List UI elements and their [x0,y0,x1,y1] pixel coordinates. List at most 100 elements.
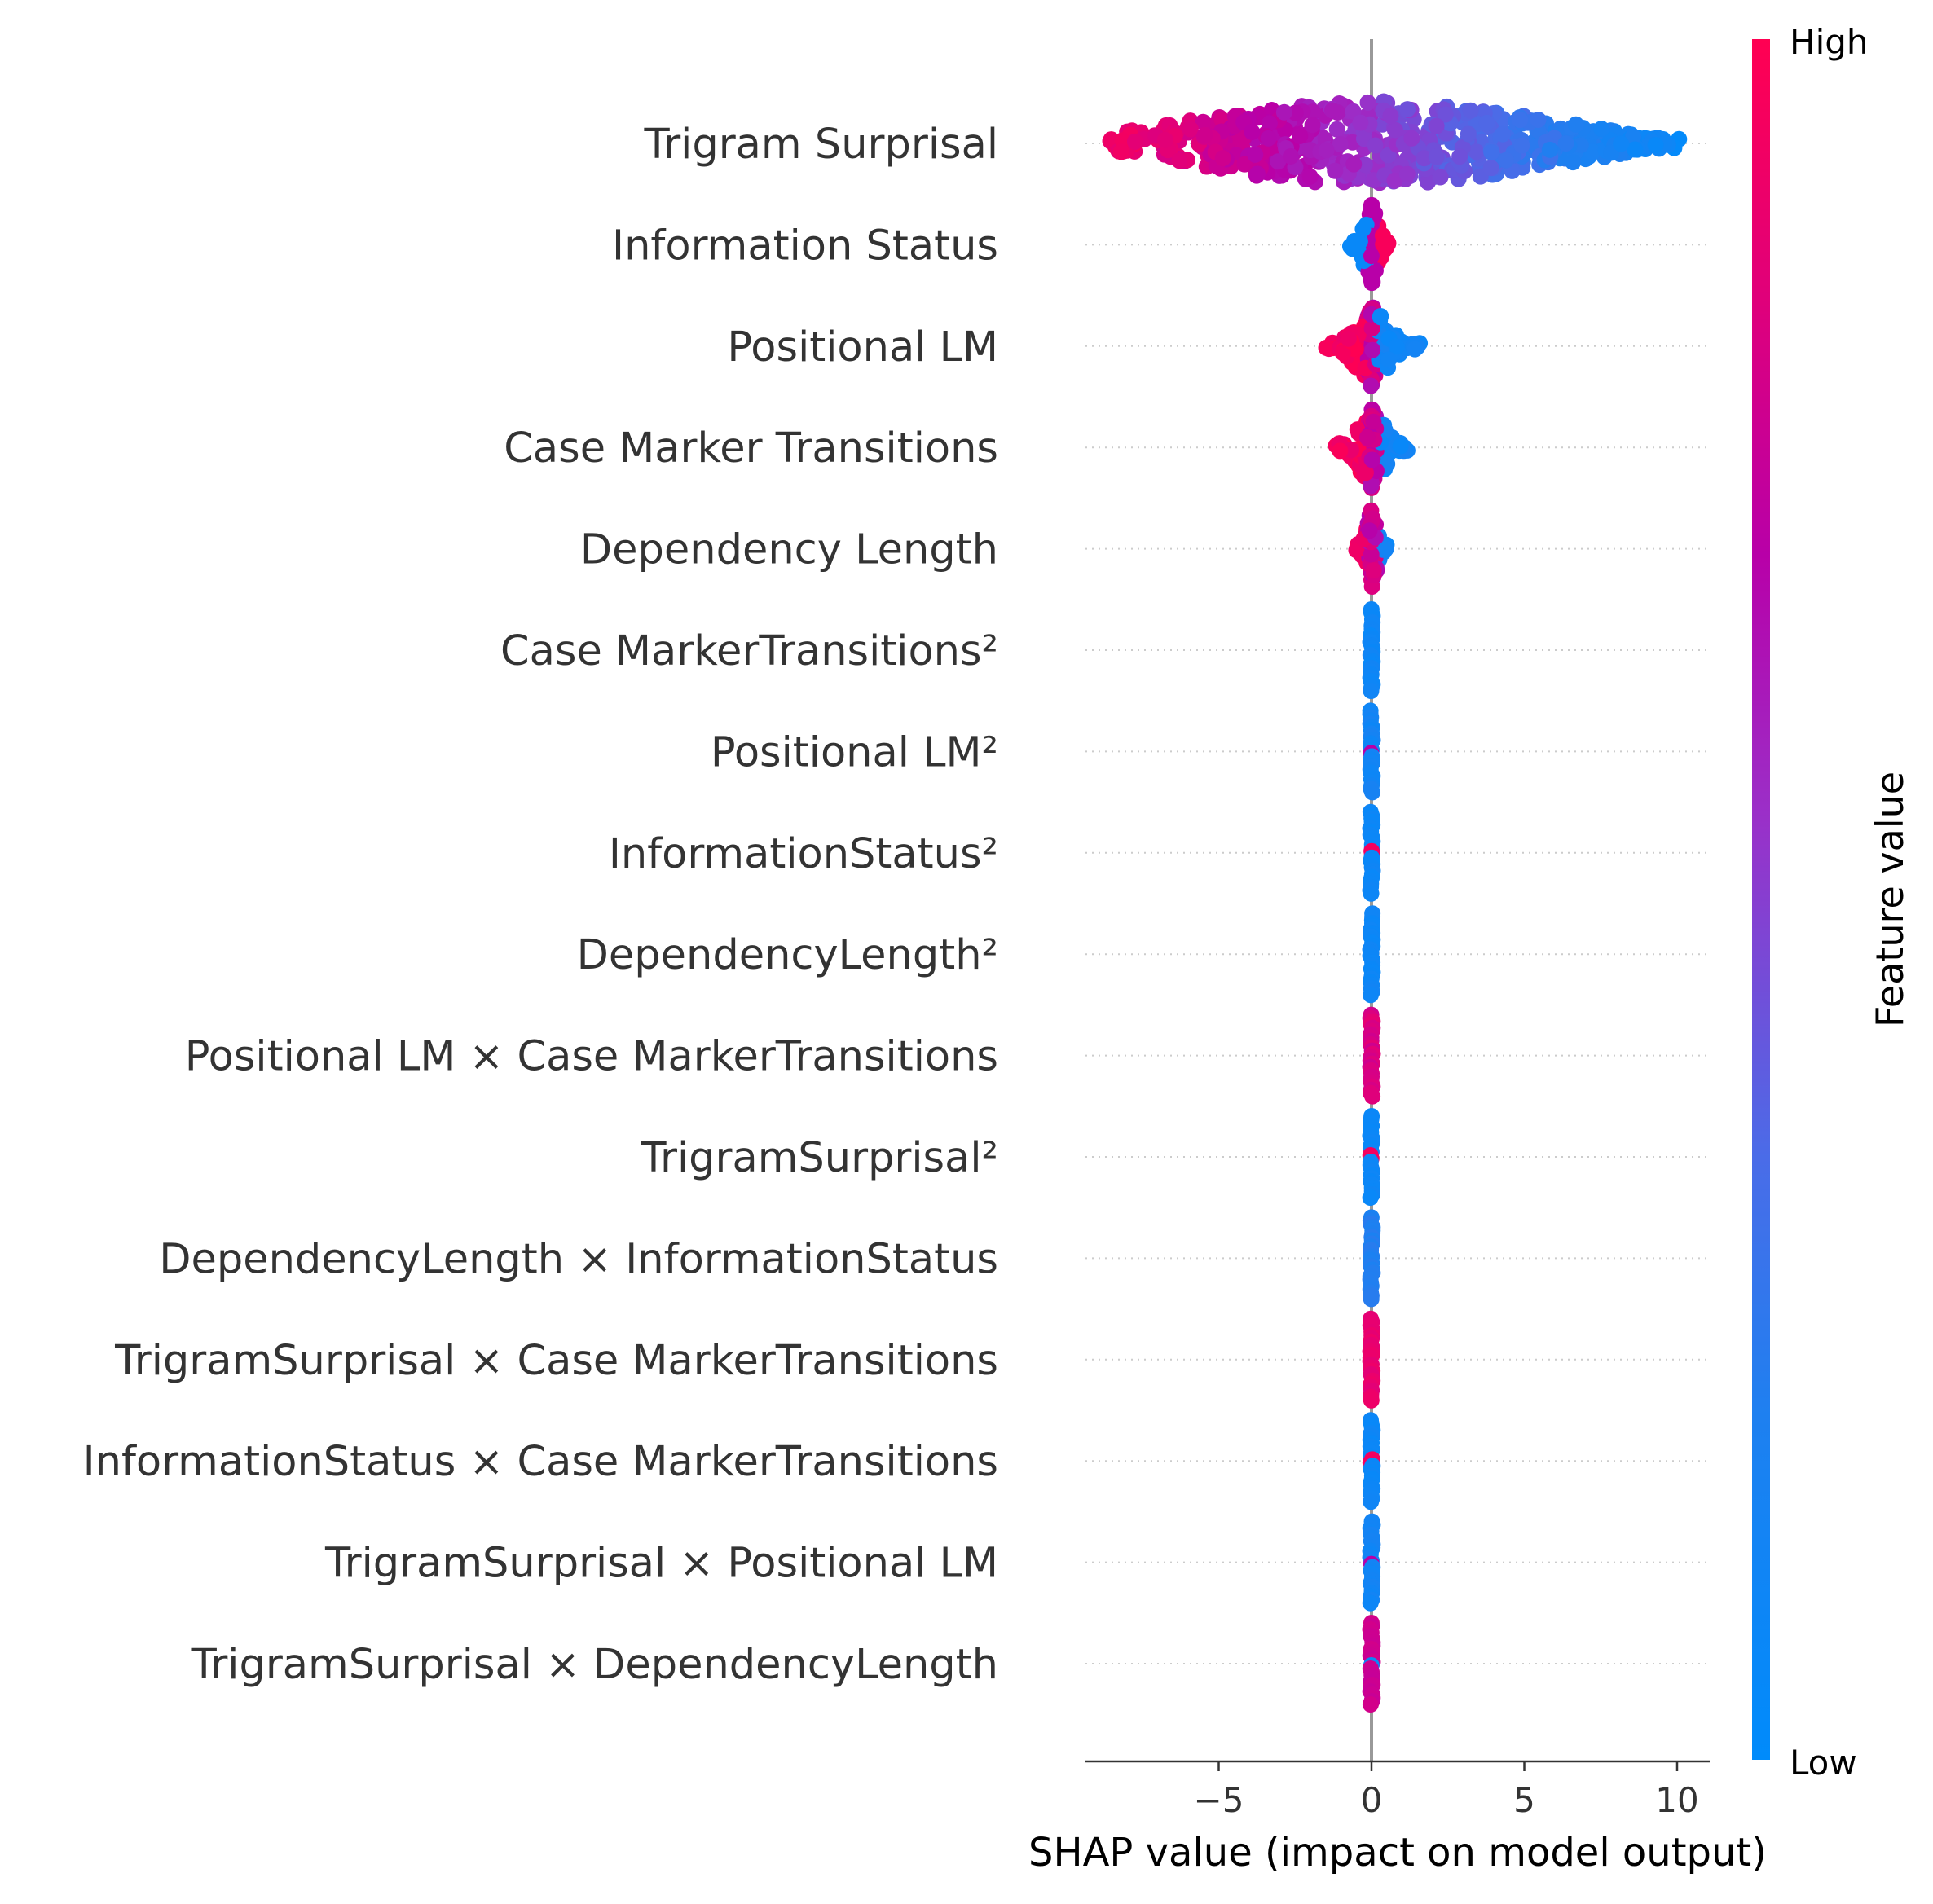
feature-row-points [1362,803,1381,902]
shap-point [1351,233,1368,250]
shap-point [1365,413,1382,430]
shap-point [1416,150,1433,167]
feature-label: DependencyLength × InformationStatus [159,1235,998,1283]
shap-point [1362,1696,1379,1713]
shap-point [1565,154,1582,171]
feature-label: Case MarkerTransitions² [500,627,998,675]
shap-point [1357,464,1374,481]
shap-point [1420,174,1437,191]
row-gridlines [1085,143,1710,1664]
shap-point [1112,143,1129,160]
shap-point [1363,1493,1380,1510]
shap-point [1340,330,1357,347]
shap-point [1301,168,1319,185]
shap-point [1327,162,1344,179]
feature-row-points [1362,1006,1381,1105]
colorbar-low-label: Low [1790,1743,1857,1783]
shap-point [1362,1189,1379,1206]
feature-row-points [1341,196,1397,292]
feature-label: Positional LM [727,323,998,372]
shap-point [1261,115,1278,132]
shap-point [1367,137,1384,154]
shap-point [1171,152,1188,169]
shap-point [1363,1291,1380,1308]
feature-label: Positional LM² [711,728,998,776]
shap-point [1304,117,1321,134]
shap-point [1248,165,1266,182]
shap-point [1386,121,1403,139]
shap-point [1468,143,1485,160]
shap-point [1244,123,1261,140]
shap-point [1363,377,1380,394]
shap-point [1363,987,1380,1004]
x-axis: −5 0 5 10 [1085,1760,1710,1820]
shap-point [1593,121,1610,138]
feature-row-points [1362,1209,1381,1308]
feature-row-points [1362,702,1381,801]
shap-point [1126,133,1143,150]
feature-row-points [1362,1615,1381,1713]
shap-point [1374,227,1391,244]
feature-labels: Trigram Surprisal Information Status Posit… [83,121,998,1689]
shap-point [1364,784,1381,801]
shap-point [1572,137,1589,154]
colorbar-gradient [1752,39,1770,1760]
shap-point [1625,128,1642,145]
shap-point [1567,116,1584,133]
feature-row-points [1328,401,1416,496]
shap-point [1364,341,1381,358]
shap-point [1260,130,1277,147]
shap-point [1407,341,1424,358]
shap-point [1386,172,1403,189]
feature-label: DependencyLength² [577,931,998,979]
shap-point [1270,153,1287,170]
feature-label: TrigramSurprisal × Positional LM [324,1540,998,1588]
feature-row-points [1362,905,1381,1004]
shap-point [1647,136,1664,153]
feature-label: Dependency Length [580,526,998,574]
shap-point [1345,156,1363,173]
shap-point [1156,131,1173,148]
shap-point [1352,114,1369,131]
shap-point [1428,117,1445,134]
shap-point [1513,137,1530,154]
shap-point [1388,338,1405,355]
shap-point [1483,144,1500,161]
shap-point [1380,351,1398,368]
shap-point [1363,320,1380,337]
shap-point [1318,339,1335,356]
shap-point [1364,1088,1381,1105]
shap-point [1372,309,1389,326]
shap-point [1292,127,1309,144]
shap-point [1275,103,1292,121]
shap-point [1482,160,1499,177]
x-axis-title: SHAP value (impact on model output) [1028,1830,1767,1875]
shap-point [1195,113,1212,130]
colorbar: High Low Feature value [1752,22,1912,1783]
shap-point [1182,121,1199,138]
colorbar-title: Feature value [1868,772,1912,1027]
feature-label: InformationStatus × Case MarkerTransitio… [83,1438,998,1486]
x-tick-label: 0 [1361,1780,1383,1820]
feature-row-points [1102,93,1688,191]
x-tick-label: 10 [1655,1780,1698,1820]
shap-point [1557,135,1574,152]
shap-point [1613,135,1630,152]
shap-point [1512,112,1529,129]
feature-row-points [1362,1108,1381,1206]
shap-point [1214,150,1231,167]
feature-row-points [1362,1513,1381,1612]
shap-point [1530,111,1547,128]
feature-row-points [1348,502,1395,595]
shap-point [1365,562,1382,579]
shap-point [1334,345,1351,362]
shap-point [1403,130,1420,147]
shap-point [1437,106,1454,123]
shap-point [1354,221,1372,238]
colorbar-high-label: High [1790,22,1869,62]
shap-point [1324,102,1341,119]
shap-point [1399,101,1416,118]
feature-row-points [1318,299,1429,394]
shap-point [1428,148,1445,165]
shap-point [1358,429,1376,446]
